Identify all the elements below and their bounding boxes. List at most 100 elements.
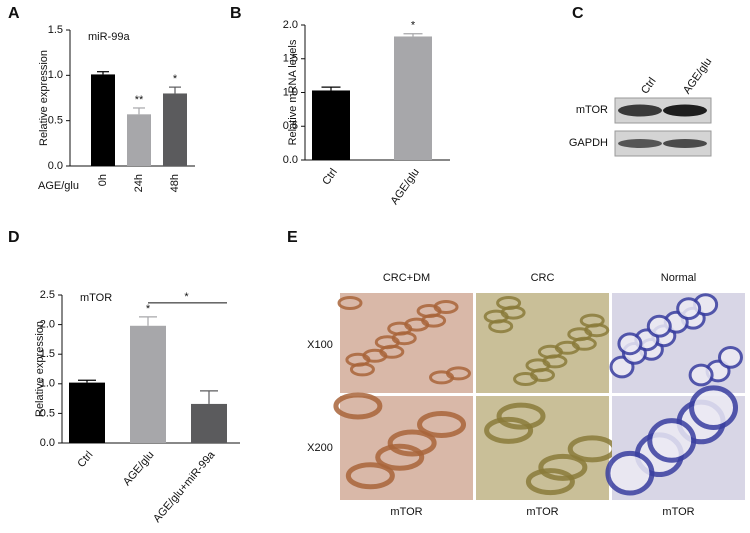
panel-label: E: [287, 229, 298, 246]
y-axis-title: Relative mRNA levels: [287, 39, 299, 145]
bar: [394, 36, 432, 160]
tissue-structure: [333, 392, 383, 420]
y-tick-label: 2.0: [283, 19, 298, 31]
blot-column-label: Ctrl: [639, 75, 659, 96]
tissue-structure: [688, 363, 714, 387]
tissue-structure: [496, 402, 546, 430]
footer-label: mTOR: [662, 506, 694, 518]
bar: [130, 325, 166, 443]
blot-band: [663, 104, 707, 117]
y-tick-label: 2.5: [40, 289, 55, 301]
y-tick-label: 1.5: [48, 24, 63, 36]
bar: [91, 74, 115, 166]
bracket-label: *: [184, 291, 189, 303]
significance: *: [146, 303, 151, 315]
bar: [127, 114, 151, 166]
panel-label: B: [230, 5, 242, 22]
tissue-structure: [689, 385, 739, 430]
y-tick-label: 1.0: [48, 69, 63, 81]
tissue-structure: [387, 429, 437, 457]
tissue-structure: [496, 296, 522, 310]
tissue-structure: [525, 358, 551, 373]
tissue-structure: [416, 304, 442, 318]
blot-band: [663, 139, 707, 148]
error-bar: [78, 379, 96, 383]
bar: [163, 93, 187, 166]
x-tick-label: 48h: [169, 174, 181, 192]
tissue-structure: [579, 313, 605, 328]
y-tick-label: 1.5: [283, 53, 298, 65]
y-tick-label: 1.0: [283, 86, 298, 98]
bar: [312, 90, 350, 160]
x-tick-label: AGE/glu: [389, 167, 422, 207]
column-header: Normal: [661, 272, 696, 284]
footer-label: mTOR: [526, 506, 558, 518]
subtitle: miR-99a: [88, 31, 130, 43]
tissue-structure: [567, 327, 593, 342]
tissue-structure: [605, 450, 655, 496]
x-axis-title: AGE/glu: [38, 180, 79, 192]
x-tick-label: 0h: [97, 174, 109, 186]
blot-band: [618, 139, 662, 148]
footer-label: mTOR: [390, 506, 422, 518]
y-tick-label: 0.5: [40, 407, 55, 419]
row-label: X200: [307, 442, 333, 454]
tissue-structure: [646, 314, 672, 338]
x-tick-label: Ctrl: [75, 449, 95, 470]
blot-row-label: GAPDH: [569, 137, 608, 149]
column-header: CRC: [531, 272, 555, 284]
tissue-structure: [676, 297, 702, 321]
blot-band: [618, 104, 662, 117]
y-tick-label: 1.5: [40, 348, 55, 360]
tissue-structure: [647, 418, 697, 463]
tissue-structure: [417, 410, 467, 438]
error-bar: [321, 86, 341, 91]
bar: [69, 382, 105, 443]
tissue-structure: [513, 372, 539, 386]
tissue-structure: [484, 416, 534, 444]
tissue-structure: [538, 453, 588, 481]
y-axis-title: Relative expression: [38, 50, 50, 146]
panel-label: A: [8, 5, 20, 22]
blot-column-label: AGE/glu: [681, 56, 714, 96]
error-bar: [169, 86, 181, 94]
subtitle: mTOR: [80, 292, 112, 304]
tissue-structure: [387, 321, 413, 336]
y-tick-label: 1.0: [40, 378, 55, 390]
y-tick-label: 0.5: [48, 115, 63, 127]
error-bar: [200, 390, 218, 404]
x-tick-label: 24h: [133, 174, 145, 192]
significance: *: [411, 20, 416, 32]
significance: **: [135, 94, 144, 106]
tissue-structure: [337, 296, 363, 310]
tissue-structure: [483, 309, 509, 324]
error-bar: [97, 71, 109, 75]
y-tick-label: 0.5: [283, 120, 298, 132]
tissue-structure: [617, 332, 643, 356]
tissue-structure: [345, 462, 395, 490]
column-header: CRC+DM: [383, 272, 430, 284]
tissue-structure: [717, 346, 743, 369]
tissue-structure: [525, 468, 575, 496]
y-tick-label: 0.0: [48, 160, 63, 172]
error-bar: [139, 316, 157, 326]
significance: *: [173, 73, 178, 85]
x-tick-label: Ctrl: [320, 167, 340, 188]
panel-label: D: [8, 229, 20, 246]
y-tick-label: 2.0: [40, 319, 55, 331]
tissue-structure: [374, 335, 400, 350]
y-tick-label: 0.0: [283, 154, 298, 166]
blot-row-label: mTOR: [576, 104, 608, 116]
y-tick-label: 0.0: [40, 437, 55, 449]
tissue-structure: [375, 443, 425, 471]
panel-label: C: [572, 5, 584, 22]
error-bar: [403, 33, 423, 37]
x-tick-label: AGE/glu: [121, 449, 157, 488]
bar: [191, 403, 227, 443]
row-label: X100: [307, 339, 333, 351]
error-bar: [133, 107, 145, 115]
x-tick-label: AGE/glu+miR-99a: [151, 448, 218, 525]
y-axis-title: Relative expression: [34, 321, 46, 417]
tissue-structure: [429, 370, 455, 385]
